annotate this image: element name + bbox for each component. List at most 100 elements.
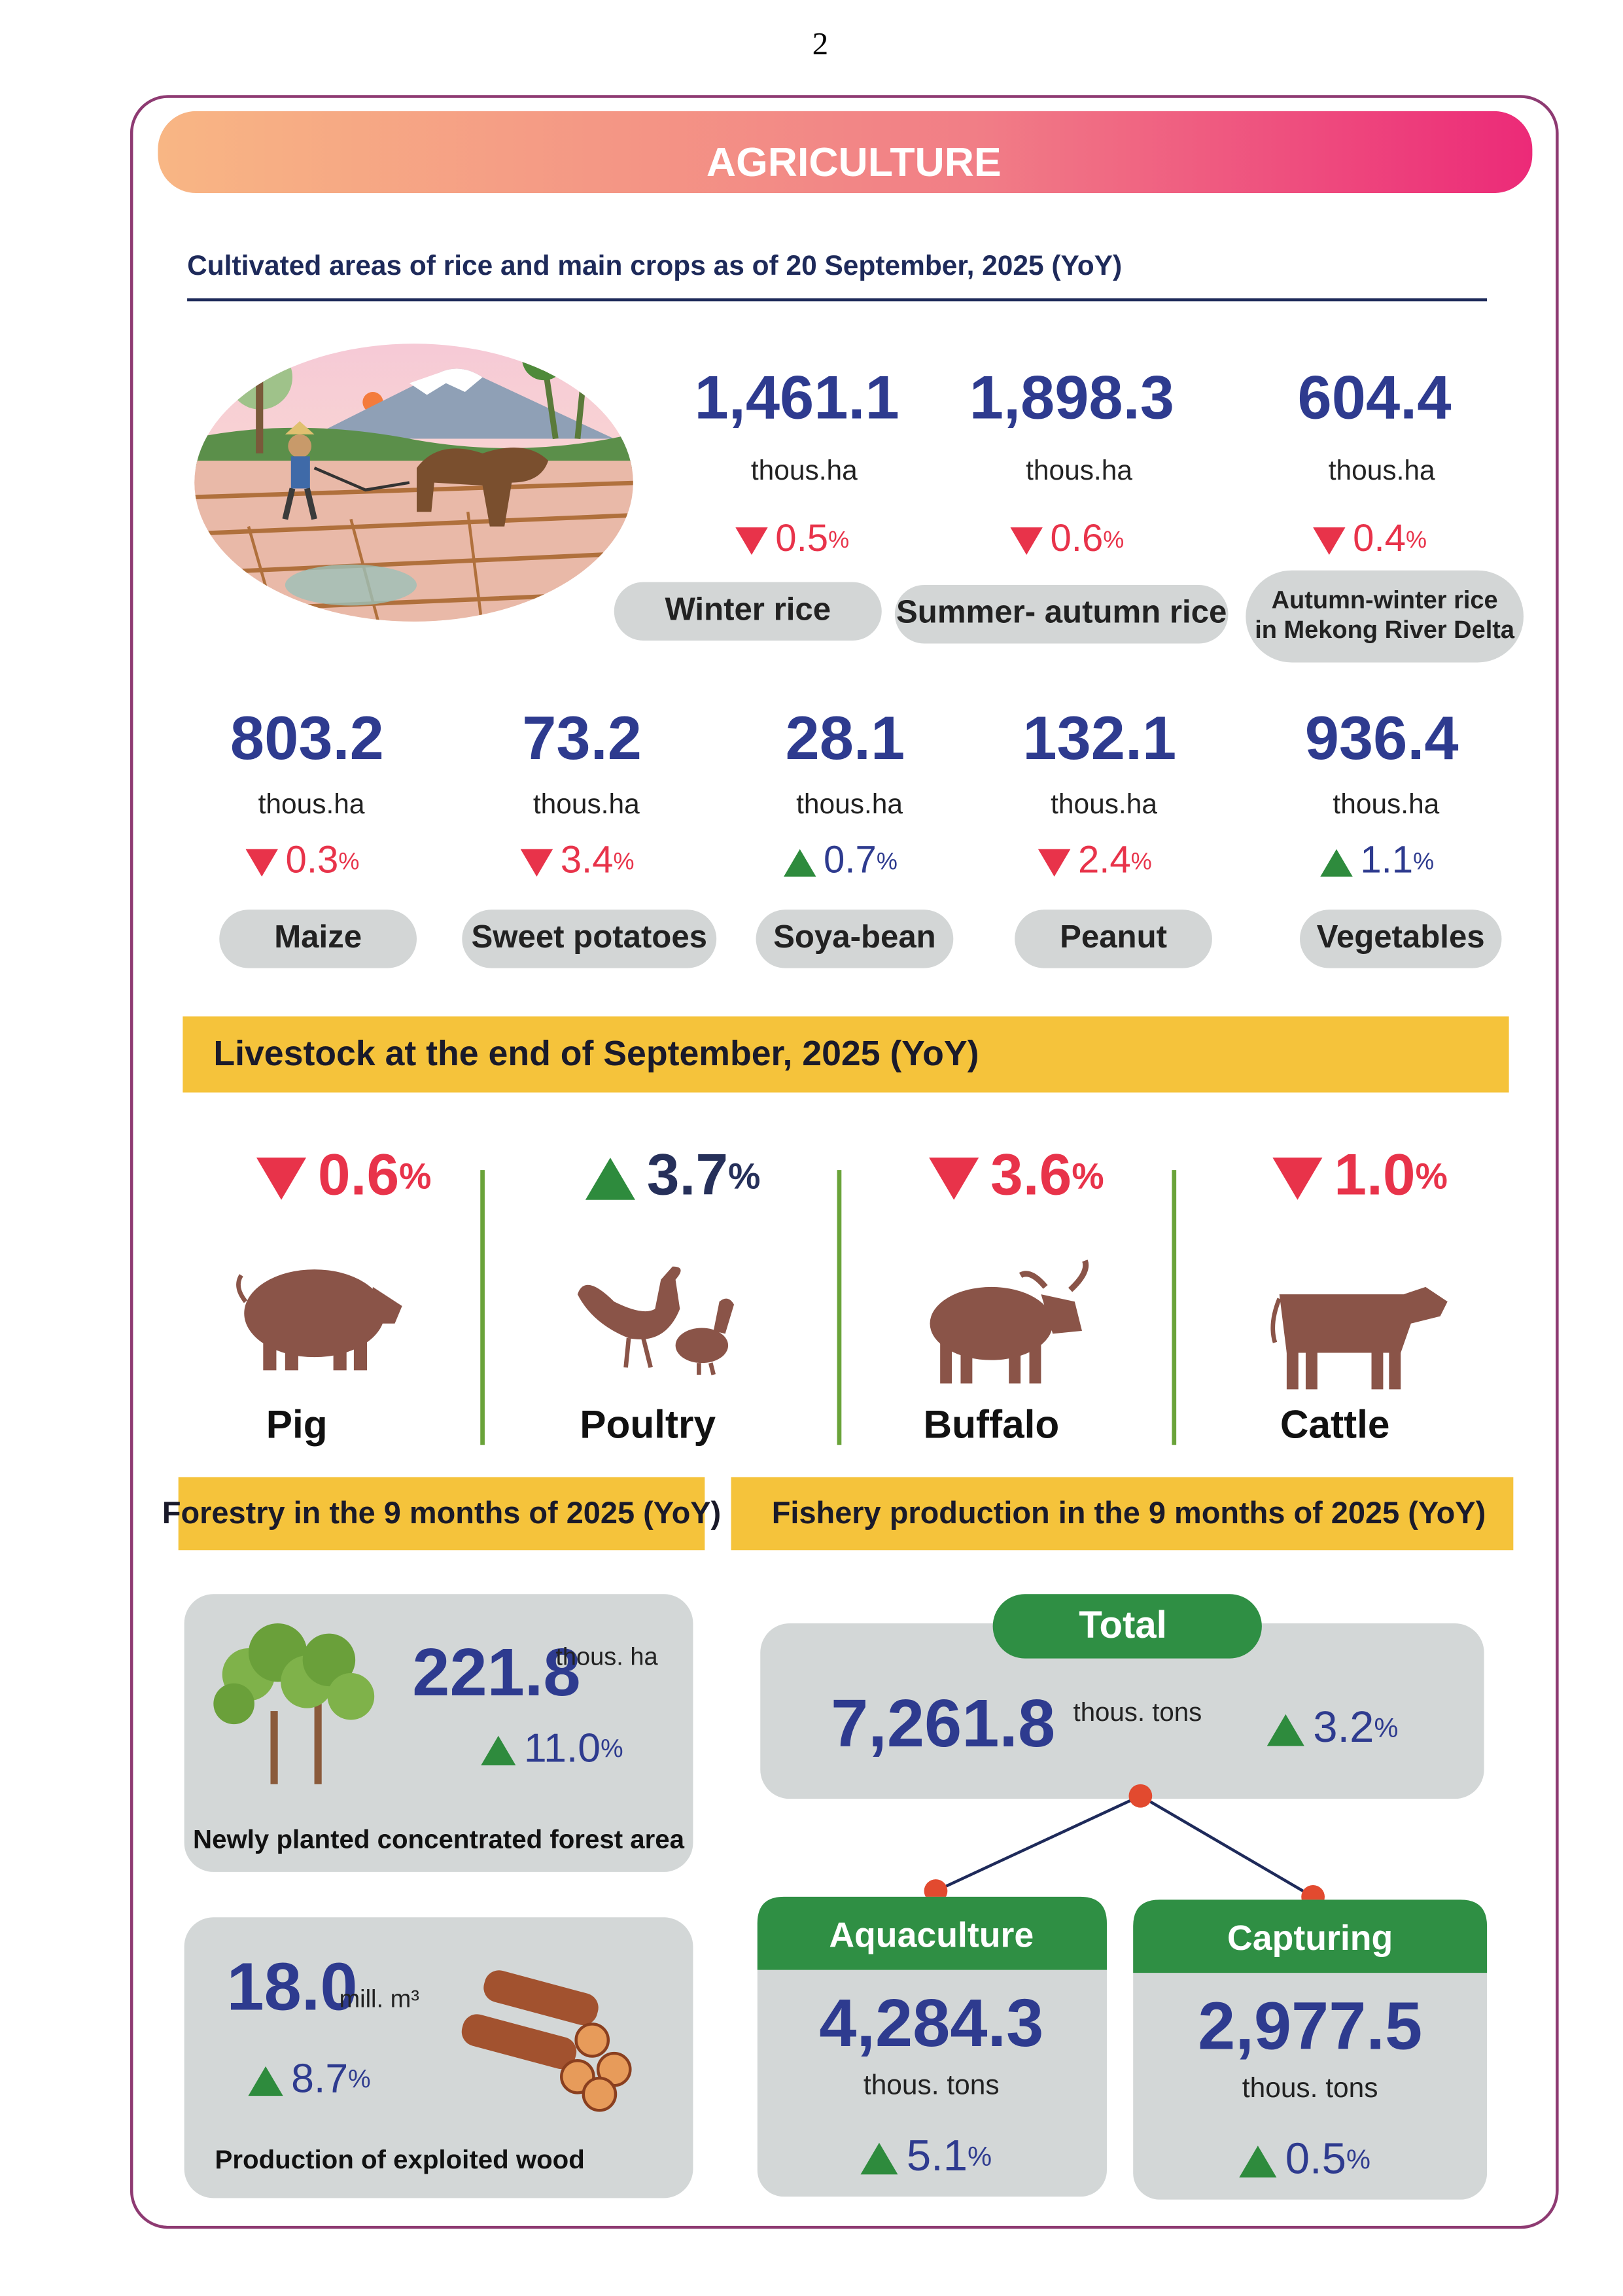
crop-unit: thous.ha xyxy=(1333,788,1439,819)
crop-value: 132.1 xyxy=(1022,703,1176,772)
label-pill xyxy=(1246,570,1524,663)
down-arrow xyxy=(1313,527,1346,555)
change-value: 0.3 xyxy=(286,839,339,881)
down-arrow xyxy=(1038,849,1071,877)
change-value: 3.6 xyxy=(990,1141,1072,1207)
banner-title: Fishery production in the 9 months of 20… xyxy=(772,1496,1486,1530)
up-arrow xyxy=(248,2066,283,2096)
forest-value: 221.8 xyxy=(412,1634,580,1710)
label-pill xyxy=(614,582,882,641)
change-text: 0.6% xyxy=(1050,517,1124,559)
change-unit: % xyxy=(348,2066,371,2094)
change-value: 0.6 xyxy=(318,1141,399,1207)
change-value: 2.4 xyxy=(1078,839,1131,881)
crop-unit: thous.ha xyxy=(533,788,640,819)
crop-unit: thous.ha xyxy=(1026,455,1132,486)
part-cards xyxy=(757,1896,1488,2200)
change-text: 0.5% xyxy=(775,517,849,559)
crop-value: 1,898.3 xyxy=(969,362,1174,431)
change-text: 0.4% xyxy=(1353,517,1427,559)
change-unit: % xyxy=(1346,2144,1370,2174)
crop-unit: thous.ha xyxy=(751,455,858,486)
up-arrow xyxy=(1239,2146,1277,2178)
crop-value: 28.1 xyxy=(786,703,905,772)
change-value: 3.4 xyxy=(561,839,614,881)
change-value: 3.2 xyxy=(1313,1703,1374,1752)
change-unit: % xyxy=(877,847,898,874)
log-icons xyxy=(461,1970,632,2112)
crop-unit: thous.ha xyxy=(796,788,903,819)
animal-label: Buffalo xyxy=(924,1402,1060,1446)
label: Sweet potatoes xyxy=(471,919,707,955)
change-value: 0.5 xyxy=(1285,2134,1346,2183)
up-arrow xyxy=(1266,1714,1304,1746)
animal-label: Poultry xyxy=(580,1402,716,1446)
label: Soya-bean xyxy=(773,919,936,955)
change-text: 0.6% xyxy=(318,1141,432,1207)
change-text: 11.0% xyxy=(524,1725,623,1771)
change-unit: % xyxy=(728,1156,760,1196)
change-unit: % xyxy=(338,847,359,874)
change-unit: % xyxy=(1072,1156,1104,1196)
change-value: 0.6 xyxy=(1050,517,1103,559)
change-unit: % xyxy=(968,2141,992,2172)
change-text: 3.2% xyxy=(1313,1703,1398,1752)
crop-unit: thous.ha xyxy=(1329,455,1435,486)
label: in Mekong River Delta xyxy=(1255,616,1515,644)
total-value: 7,261.8 xyxy=(831,1686,1055,1761)
change-text: 1.0% xyxy=(1334,1141,1448,1207)
label-pill xyxy=(219,910,417,968)
down-arrow xyxy=(256,1157,307,1200)
forest-label: Newly planted concentrated forest area xyxy=(193,1825,685,1854)
forest-unit: thous. ha xyxy=(555,1644,658,1671)
change-value: 8.7 xyxy=(291,2055,348,2101)
change-unit: % xyxy=(1103,526,1124,553)
crop-value: 73.2 xyxy=(522,703,642,772)
change-unit: % xyxy=(828,526,849,553)
part-value: 2,977.5 xyxy=(1198,1988,1422,2064)
up-arrow xyxy=(860,2142,898,2175)
up-arrow xyxy=(481,1735,516,1766)
page-border xyxy=(130,95,1559,2229)
up-arrow xyxy=(1320,849,1353,877)
change-unit: % xyxy=(1374,1712,1398,1743)
connector xyxy=(935,1794,1314,1898)
change-value: 5.1 xyxy=(907,2131,968,2180)
part-unit: thous. tons xyxy=(864,2070,1000,2100)
label-pill xyxy=(462,910,717,968)
fishery-banner xyxy=(731,1477,1514,1551)
subtitle: Cultivated areas of rice and main crops … xyxy=(187,250,1122,281)
wood-unit: mill. m³ xyxy=(340,1986,419,2013)
section-title: AGRICULTURE xyxy=(707,139,1002,185)
change-unit: % xyxy=(399,1156,431,1196)
change-unit: % xyxy=(1131,847,1152,874)
change-text: 3.7% xyxy=(647,1141,761,1207)
label-pill xyxy=(894,585,1229,644)
animal-label: Pig xyxy=(266,1402,328,1446)
label-pill xyxy=(756,910,954,968)
total-card xyxy=(760,1623,1484,1799)
change-value: 0.5 xyxy=(775,517,828,559)
total-label: Total xyxy=(1079,1604,1167,1646)
up-arrow xyxy=(784,849,816,877)
page-number: 2 xyxy=(812,26,829,62)
change-unit: % xyxy=(601,1735,623,1763)
down-arrow xyxy=(735,527,768,555)
change-unit: % xyxy=(1413,847,1434,874)
crop-value: 803.2 xyxy=(230,703,384,772)
down-arrow xyxy=(520,849,553,877)
total-unit: thous. tons xyxy=(1073,1697,1202,1727)
tree-icons xyxy=(213,1623,375,1784)
change-value: 1.1 xyxy=(1360,839,1413,881)
label-pill xyxy=(1300,910,1502,968)
rice-field-illustration xyxy=(194,344,633,622)
change-value: 11.0 xyxy=(524,1725,601,1771)
change-value: 0.7 xyxy=(824,839,877,881)
animal-icons xyxy=(236,1260,1448,1390)
change-text: 0.7% xyxy=(824,839,898,881)
banner-title: Forestry in the 9 months of 2025 (YoY) xyxy=(162,1496,721,1530)
change-value: 3.7 xyxy=(647,1141,728,1207)
part-label: Capturing xyxy=(1227,1918,1393,1958)
